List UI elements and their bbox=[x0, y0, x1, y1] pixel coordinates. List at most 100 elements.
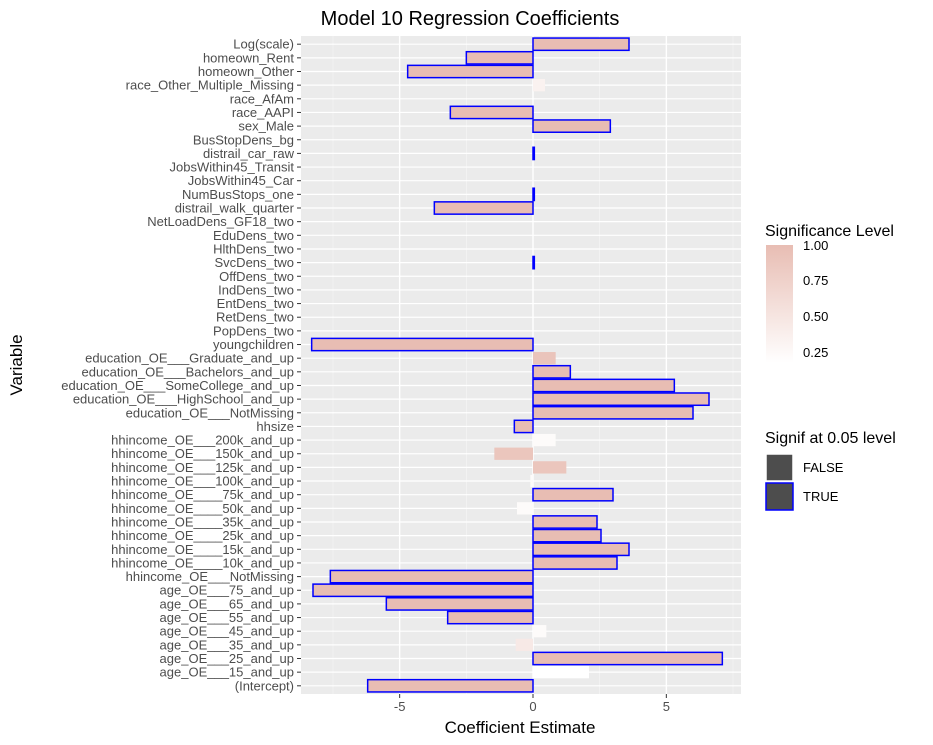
y-tick-label: JobsWithin45_Transit bbox=[169, 160, 294, 175]
legend-significance-title: Significance Level bbox=[765, 223, 894, 240]
x-axis-title: Coefficient Estimate bbox=[445, 718, 596, 737]
y-tick-label: homeown_Rent bbox=[203, 50, 294, 65]
y-tick-label: PopDens_two bbox=[213, 323, 294, 338]
bar-youngchildren bbox=[310, 337, 534, 352]
legend-break-label: 0.50 bbox=[803, 309, 828, 324]
y-tick-label: RetDens_two bbox=[216, 310, 294, 325]
legend-label-false: FALSE bbox=[803, 460, 844, 475]
legend-label-true: TRUE bbox=[803, 489, 839, 504]
y-tick-label: NumBusStops_one bbox=[182, 187, 294, 202]
y-tick-label: IndDens_two bbox=[218, 282, 294, 297]
y-tick-labels: Log(scale)homeown_Renthomeown_Otherrace_… bbox=[61, 37, 301, 693]
bar-education_OE___SomeCollege_and_up bbox=[532, 378, 676, 393]
bar-NumBusStops_one bbox=[532, 187, 536, 202]
y-tick-label: hhincome_OE____10k_and_up bbox=[111, 555, 294, 570]
legend-significance-005: Signif at 0.05 level FALSE TRUE bbox=[765, 430, 896, 511]
y-tick-label: education_OE___Bachelors_and_up bbox=[81, 364, 294, 379]
y-tick-label: EntDens_two bbox=[217, 296, 294, 311]
chart-title: Model 10 Regression Coefficients bbox=[321, 8, 620, 30]
y-tick-label: age_OE___55_and_up bbox=[160, 610, 294, 625]
y-tick-label: hhsize bbox=[256, 419, 294, 434]
y-tick-label: age_OE___15_and_up bbox=[160, 665, 294, 680]
y-tick-label: age_OE___25_and_up bbox=[160, 651, 294, 666]
bar-hhincome_OE____25k_and_up bbox=[532, 528, 602, 543]
bar-SvcDens_two bbox=[532, 255, 536, 270]
y-tick-label: age_OE___35_and_up bbox=[160, 637, 294, 652]
bar-hhincome_OE____15k_and_up bbox=[532, 542, 630, 557]
legend-break-label: 0.75 bbox=[803, 273, 828, 288]
legend-key-true bbox=[765, 482, 794, 511]
bar-education_OE___NotMissing bbox=[532, 405, 694, 420]
bar-age_OE___45_and_up bbox=[533, 625, 547, 638]
bar-education_OE___HighSchool_and_up bbox=[532, 392, 710, 407]
bar-hhincome_OE____10k_and_up bbox=[532, 556, 618, 570]
y-tick-label: education_OE___NotMissing bbox=[126, 405, 294, 420]
legend-significance-level: Significance Level 1.00 0.75 0.50 0.25 bbox=[765, 223, 894, 363]
y-tick-label: hhincome_OE____15k_and_up bbox=[111, 542, 294, 557]
bar-distrail_car_raw bbox=[532, 146, 536, 161]
bar-hhincome_OE____35k_and_up bbox=[532, 515, 598, 529]
y-tick-label: NetLoadDens_GF18_two bbox=[147, 214, 294, 229]
bar-distrail_walk_quarter bbox=[433, 201, 534, 215]
bar-hhincome_OE___125k_and_up bbox=[533, 461, 567, 474]
bar-age_OE___35_and_up bbox=[515, 638, 533, 651]
y-tick-label: hhincome_OE___150k_and_up bbox=[111, 446, 294, 461]
bar-hhincome_OE____75k_and_up bbox=[532, 487, 614, 502]
y-tick-label: hhincome_OE____50k_and_up bbox=[111, 501, 294, 516]
y-tick-label: Log(scale) bbox=[233, 37, 294, 52]
y-tick-label: HlthDens_two bbox=[213, 241, 294, 256]
y-tick-label: SvcDens_two bbox=[215, 255, 294, 270]
x-ticks: -5 0 5 bbox=[394, 694, 670, 714]
bar-age_OE___15_and_up bbox=[533, 666, 589, 679]
bar-education_OE___Graduate_and_up bbox=[533, 352, 556, 365]
bar-sex_Male bbox=[532, 119, 612, 133]
bar-hhincome_OE___100k_and_up bbox=[530, 474, 533, 488]
legend-signif-title: Signif at 0.05 level bbox=[765, 430, 896, 447]
y-tick-label: age_OE___45_and_up bbox=[160, 624, 294, 639]
y-tick-label: hhincome_OE____35k_and_up bbox=[111, 514, 294, 529]
bar-hhincome_OE___150k_and_up bbox=[494, 447, 533, 460]
legend-break-label: 0.25 bbox=[803, 345, 828, 360]
bar-hhsize bbox=[513, 419, 534, 434]
y-tick-label: OffDens_two bbox=[219, 269, 294, 284]
y-tick-label: race_Other_Multiple_Missing bbox=[126, 78, 294, 93]
y-tick-label: JobsWithin45_Car bbox=[188, 173, 295, 188]
y-tick-label: youngchildren bbox=[213, 337, 294, 352]
y-tick-label: distrail_walk_quarter bbox=[175, 201, 295, 216]
y-tick-label: sex_Male bbox=[238, 119, 294, 134]
y-tick-label: hhincome_OE____25k_and_up bbox=[111, 528, 294, 543]
y-tick-label: education_OE___Graduate_and_up bbox=[85, 351, 294, 366]
bar-hhincome_OE___NotMissing bbox=[329, 569, 534, 584]
legend-key-false bbox=[765, 453, 794, 482]
bar-homeown_Rent bbox=[465, 50, 534, 65]
bar-(Intercept) bbox=[366, 678, 534, 693]
bar-hhincome_OE____50k_and_up bbox=[517, 502, 533, 515]
bar-education_OE___Bachelors_and_up bbox=[532, 364, 572, 379]
y-tick-label: hhincome_OE___NotMissing bbox=[126, 569, 294, 584]
bars-group bbox=[310, 37, 724, 693]
bar-age_OE___65_and_up bbox=[385, 597, 534, 611]
y-tick-label: hhincome_OE___125k_and_up bbox=[111, 460, 294, 475]
bar-age_OE___25_and_up bbox=[532, 651, 724, 666]
y-tick-label: race_AAPI bbox=[232, 105, 294, 120]
y-tick-label: hhincome_OE____75k_and_up bbox=[111, 487, 294, 502]
y-tick-label: homeown_Other bbox=[198, 64, 295, 79]
bar-homeown_Other bbox=[406, 64, 534, 79]
y-axis-title: Variable bbox=[7, 334, 26, 395]
y-tick-label: education_OE___HighSchool_and_up bbox=[73, 392, 294, 407]
y-tick-label: hhincome_OE___100k_and_up bbox=[111, 474, 294, 489]
bar-Log(scale) bbox=[532, 37, 630, 52]
y-tick-label: distrail_car_raw bbox=[203, 146, 295, 161]
bar-age_OE___75_and_up bbox=[312, 583, 534, 598]
y-tick-label: age_OE___65_and_up bbox=[160, 596, 294, 611]
x-tick-label: 5 bbox=[663, 699, 670, 714]
y-tick-label: education_OE___SomeCollege_and_up bbox=[61, 378, 294, 393]
y-tick-label: hhincome_OE___200k_and_up bbox=[111, 433, 294, 448]
x-tick-label: 0 bbox=[529, 699, 536, 714]
legend-colorbar bbox=[766, 245, 793, 363]
bar-race_AAPI bbox=[449, 105, 534, 120]
bar-race_Other_Multiple_Missing bbox=[533, 79, 545, 92]
legend-break-label: 1.00 bbox=[803, 238, 828, 253]
y-tick-label: race_AfAm bbox=[230, 91, 294, 106]
